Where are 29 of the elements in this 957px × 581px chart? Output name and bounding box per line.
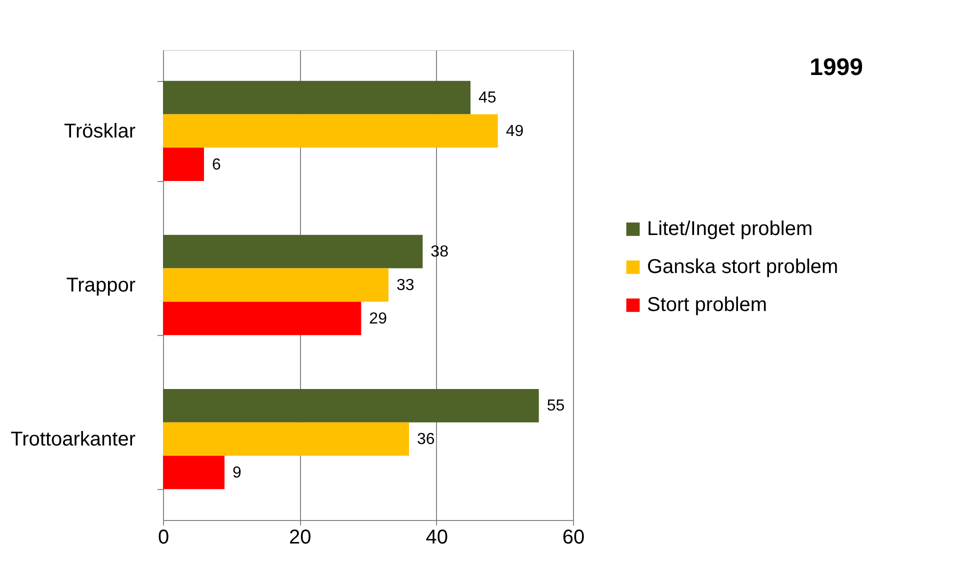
data-label: 36	[417, 431, 435, 448]
y-tick-label: Trottoarkanter	[10, 428, 136, 451]
bar	[163, 234, 423, 268]
bar	[163, 114, 498, 148]
data-label: 45	[478, 90, 496, 107]
bar	[163, 302, 362, 336]
x-tick-label: 40	[426, 526, 448, 548]
bar	[163, 148, 204, 181]
data-label: 55	[546, 398, 565, 415]
x-tick-label: 0	[158, 526, 170, 548]
x-tick-label: 20	[289, 526, 312, 548]
bar	[163, 389, 539, 422]
y-tick-label: Trösklar	[64, 120, 136, 142]
legend-label: Litet/Inget problem	[647, 218, 813, 240]
bar	[163, 422, 409, 456]
data-label: 38	[430, 244, 449, 261]
bar	[163, 456, 224, 490]
data-label: 49	[506, 122, 524, 140]
data-label: 29	[369, 310, 388, 328]
data-label: 9	[232, 464, 242, 482]
y-tick-label: Trappor	[66, 274, 136, 296]
x-tick-label: 60	[562, 526, 585, 548]
data-label: 6	[212, 156, 221, 174]
data-label: 33	[396, 277, 414, 294]
bar	[163, 80, 470, 114]
legend-label: Stort problem	[647, 294, 768, 316]
bar	[163, 268, 388, 302]
legend-label: Ganska stort problem	[647, 256, 838, 278]
text: 1999	[810, 54, 863, 81]
